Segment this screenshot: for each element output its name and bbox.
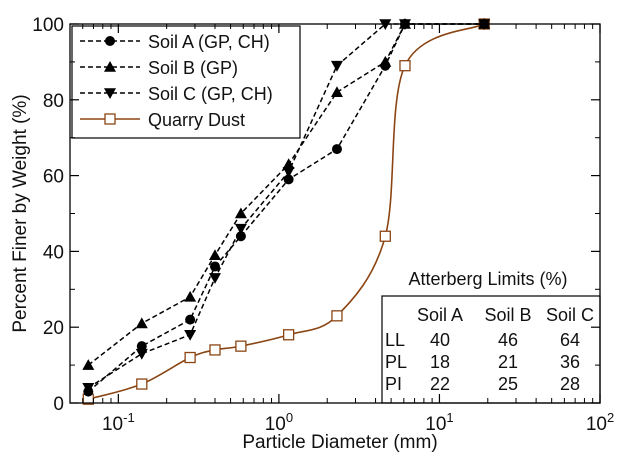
- series-quarry-dust: [82, 18, 490, 405]
- marker-triangle-up: [234, 207, 247, 219]
- y-tick-label: 40: [43, 242, 64, 263]
- marker-triangle-up: [330, 86, 343, 98]
- table-title: Atterberg Limits (%): [408, 269, 567, 289]
- marker-triangle-down: [184, 329, 197, 341]
- marker-square: [104, 113, 116, 125]
- marker-triangle-up: [208, 249, 221, 260]
- table-cell: 46: [498, 330, 518, 350]
- marker-circle: [209, 261, 220, 272]
- table-header: Soil C: [546, 305, 594, 325]
- x-tick-exponent: 1: [446, 410, 453, 425]
- marker-triangle-up: [82, 359, 95, 370]
- x-tick-label: 101: [425, 410, 453, 435]
- marker-triangle-down: [208, 273, 221, 284]
- marker-circle: [331, 144, 342, 155]
- table-cell: 40: [430, 330, 450, 350]
- marker-circle: [105, 36, 115, 46]
- marker-triangle-up: [379, 55, 392, 67]
- legend-label: Soil B (GP): [148, 58, 238, 78]
- marker-square: [209, 344, 221, 356]
- table-cell: 28: [560, 374, 580, 394]
- marker-square: [136, 378, 148, 390]
- x-tick-label: 10-1: [102, 410, 135, 435]
- marker-circle: [136, 341, 147, 352]
- legend-label: Soil A (GP, CH): [148, 32, 270, 52]
- table-cell: 36: [560, 352, 580, 372]
- table-row-label: PI: [385, 374, 402, 394]
- marker-triangle-down: [282, 167, 295, 178]
- marker-triangle-down: [135, 348, 148, 360]
- table-cell: 22: [430, 374, 450, 394]
- y-tick-label: 80: [43, 91, 64, 112]
- marker-triangle-down: [234, 223, 247, 235]
- table-cell: 21: [498, 352, 518, 372]
- atterberg-table: Atterberg Limits (%) Soil A Soil B Soil C LL…: [381, 269, 601, 404]
- series-line: [87, 23, 485, 393]
- x-tick-base: 10: [425, 414, 446, 435]
- table-cell: 25: [498, 374, 518, 394]
- marker-triangle-up: [135, 317, 148, 329]
- marker-square: [379, 230, 391, 242]
- marker-circle: [283, 174, 294, 185]
- legend: Soil A (GP, CH) Soil B (GP) Soil C (GP, CH…: [71, 25, 301, 139]
- x-tick-label: 100: [265, 410, 293, 435]
- x-tick-label: 102: [586, 410, 614, 435]
- marker-triangle-up: [104, 61, 116, 72]
- legend-item: Quarry Dust: [80, 110, 245, 130]
- table-box: [381, 295, 601, 404]
- marker-triangle-up: [184, 290, 197, 302]
- y-tick-label: 100: [32, 15, 64, 36]
- y-tick-label: 0: [53, 394, 64, 415]
- table-row-label: LL: [385, 330, 405, 350]
- y-tick-label: 60: [43, 167, 64, 188]
- x-tick-exponent: 0: [286, 410, 293, 425]
- marker-square: [235, 340, 247, 352]
- legend-label: Soil C (GP, CH): [148, 84, 273, 104]
- y-axis-label: Percent Finer by Weight (%): [10, 94, 31, 332]
- marker-triangle-down: [330, 60, 343, 72]
- marker-triangle-down: [104, 88, 116, 99]
- x-tick-exponent: -1: [123, 410, 135, 425]
- legend-item: Soil C (GP, CH): [80, 84, 273, 104]
- marker-square: [399, 60, 411, 72]
- marker-square: [282, 329, 295, 341]
- table-header: Soil B: [484, 305, 531, 325]
- y-tick-label: 20: [43, 318, 64, 339]
- table-cell: 18: [430, 352, 450, 372]
- marker-square: [331, 310, 343, 322]
- legend-item: Soil A (GP, CH): [80, 32, 270, 52]
- x-tick-base: 10: [102, 414, 123, 435]
- table-row-label: PL: [385, 352, 407, 372]
- marker-square: [184, 351, 196, 364]
- table-header: Soil A: [417, 305, 463, 325]
- x-tick-exponent: 2: [607, 410, 614, 425]
- table-cell: 64: [560, 330, 580, 350]
- x-tick-base: 10: [586, 414, 607, 435]
- x-tick-base: 10: [265, 414, 286, 435]
- legend-label: Quarry Dust: [148, 110, 245, 130]
- legend-item: Soil B (GP): [80, 58, 238, 78]
- marker-triangle-down: [82, 383, 95, 394]
- x-axis-label: Particle Diameter (mm): [242, 432, 437, 453]
- marker-circle: [185, 314, 196, 325]
